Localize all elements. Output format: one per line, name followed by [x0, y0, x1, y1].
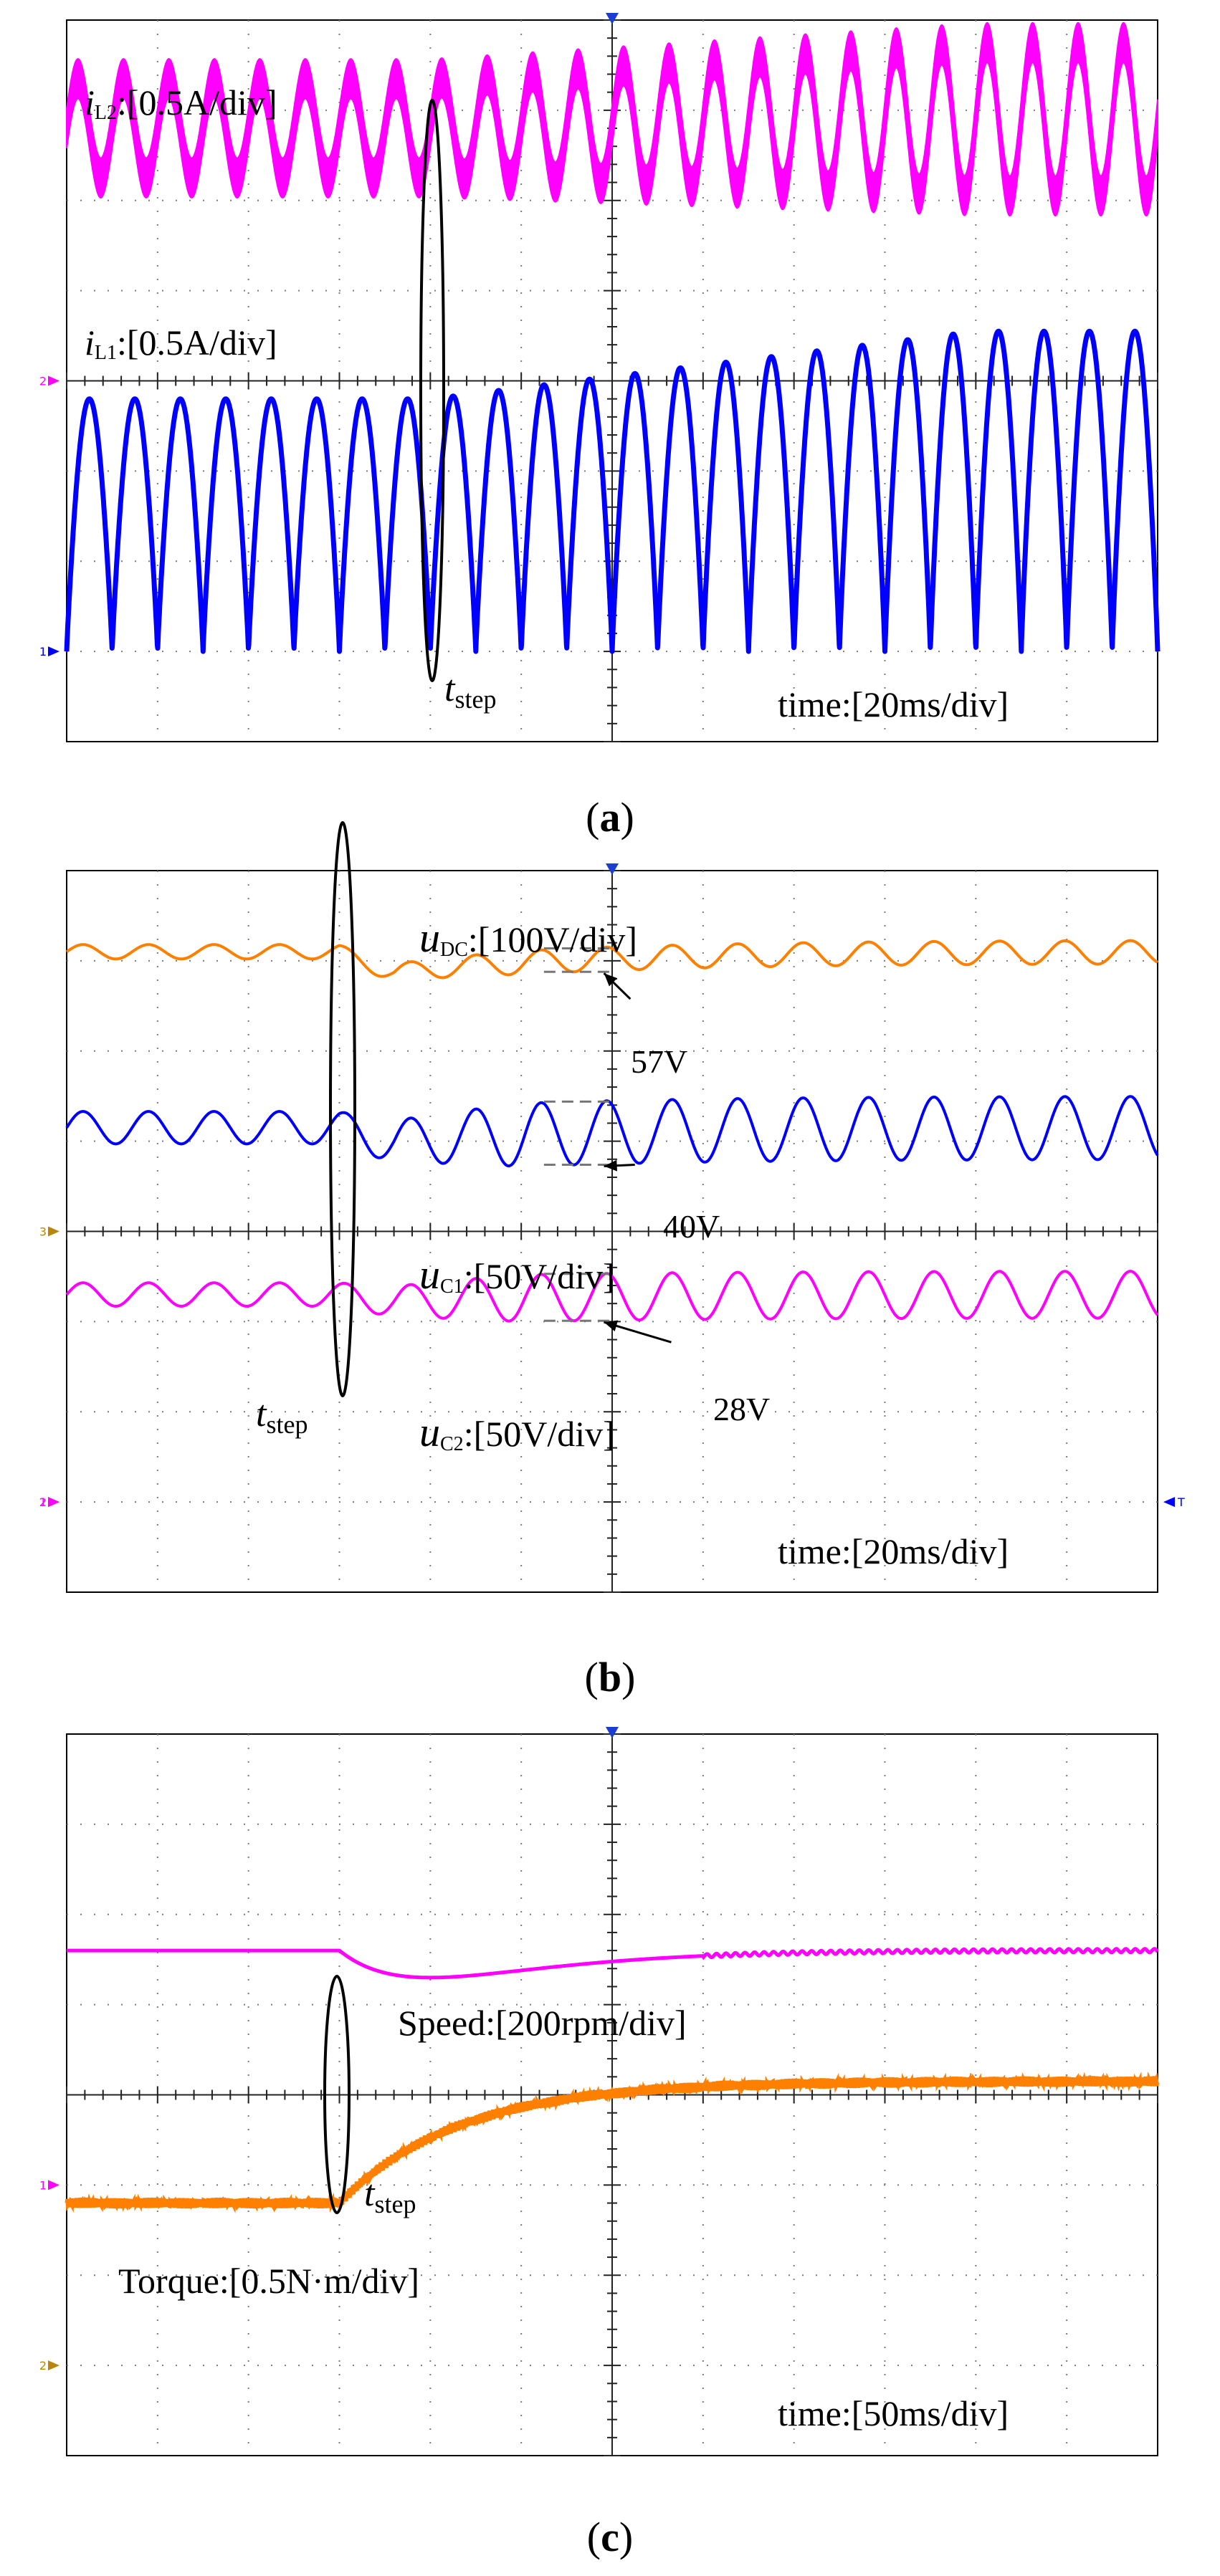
panel-b: 3 12 T uDC:[100V/div] uC1:[50V/div] uC2:[5…: [39, 821, 1185, 1700]
trigger-level-label: T: [1177, 1495, 1185, 1509]
step-label: tstep: [364, 2173, 416, 2218]
annotations: [543, 947, 672, 1344]
channel-marker-label: 3: [39, 1225, 47, 1239]
annotation-arrow-icon: [604, 973, 618, 987]
annotation-40V: 40V: [663, 1208, 720, 1245]
channel-arrow-icon: [48, 375, 59, 386]
trace-speed: [67, 1947, 1159, 1980]
trace-torque: [65, 2071, 1160, 2213]
series-label-iL2: iL2:[0.5A/div]: [85, 82, 277, 124]
channel-arrow-icon: [48, 2180, 59, 2190]
panel-c: 12 Speed:[200rpm/div] Torque:[0.5N·m/div…: [39, 1727, 1160, 2560]
series-label-uC1: uC1:[50V/div]: [419, 1251, 615, 1298]
trace-uC1: [65, 1095, 1159, 1168]
trace-uDC: [65, 939, 1159, 980]
channel-marker-label: 2: [39, 375, 47, 388]
channel-marker-label: 1: [39, 645, 47, 659]
trigger-level-icon: [1163, 1497, 1175, 1508]
trigger-position-icon: [606, 863, 619, 875]
channel-markers: 12: [39, 2178, 59, 2372]
step-label: tstep: [444, 669, 496, 714]
channel-arrow-icon: [48, 1226, 59, 1237]
trigger-position-icon: [606, 13, 619, 24]
annotation-arrow-icon: [604, 1159, 617, 1172]
channel-markers: 21: [39, 375, 59, 659]
channel-marker-label: 2: [39, 2359, 47, 2372]
grid: [66, 1727, 1158, 2456]
channel-arrow-icon: [48, 1497, 59, 1508]
series-label-speed: Speed:[200rpm/div]: [398, 2003, 687, 2043]
annotation-57V: 57V: [631, 1043, 687, 1080]
panel-a: 21 iL2:[0.5A/div] iL1:[0.5A/div] tstep t…: [39, 13, 1161, 841]
channel-markers: 3 12 T: [39, 1225, 1185, 1510]
grid: [66, 863, 1158, 1593]
series-label-uC2: uC2:[50V/div]: [419, 1409, 615, 1455]
panel-caption: (b): [585, 1654, 636, 1700]
step-ellipse: [419, 99, 445, 682]
series-label-torque: Torque:[0.5N·m/div]: [118, 2261, 419, 2301]
channel-arrow-icon: [48, 2360, 59, 2371]
step-ellipse: [329, 821, 356, 1397]
trace-iL1: [64, 328, 1161, 654]
series-label-iL1: iL1:[0.5A/div]: [85, 322, 277, 364]
traces: [65, 939, 1159, 1323]
trigger-position-icon: [606, 1727, 619, 1738]
traces: [65, 1947, 1160, 2213]
step-ellipse: [323, 1975, 351, 2214]
time-scale-label: time:[50ms/div]: [778, 2393, 1009, 2433]
step-label: tstep: [256, 1394, 308, 1439]
channel-marker-label: 2: [39, 1495, 47, 1509]
panel-caption: (a): [586, 794, 634, 841]
channel-marker-label: 1: [39, 1495, 47, 1509]
trace-uC2: [65, 1270, 1159, 1323]
panel-caption: (c): [587, 2514, 633, 2560]
channel-marker-label: 1: [39, 2178, 47, 2192]
time-scale-label: time:[20ms/div]: [778, 684, 1009, 724]
annotation-arrow-icon: [604, 1320, 619, 1332]
annotation-28V: 28V: [713, 1391, 770, 1427]
time-scale-label: time:[20ms/div]: [778, 1531, 1009, 1571]
channel-arrow-icon: [48, 646, 59, 657]
series-label-uDC: uDC:[100V/div]: [419, 914, 637, 961]
